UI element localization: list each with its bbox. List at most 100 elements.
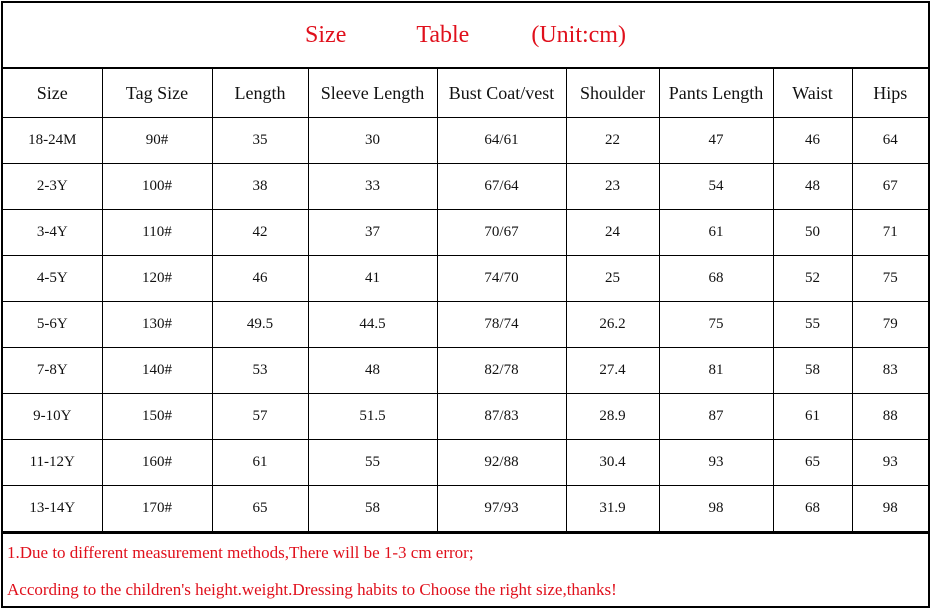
column-header: Size <box>3 69 103 118</box>
table-row: 2-3Y 100# 38 33 67/64 23 54 48 67 <box>3 163 928 210</box>
table-title: Size Table (Unit:cm) <box>3 3 928 69</box>
table-cell: 160# <box>101 439 213 486</box>
header-row: Size Tag Size Length Sleeve Length Bust Coat… <box>3 69 928 118</box>
table-cell: 52 <box>772 255 853 302</box>
table-cell: 65 <box>211 485 309 532</box>
table-cell: 53 <box>211 347 309 394</box>
table-cell: 68 <box>772 485 853 532</box>
table-row: 13-14Y 170# 65 58 97/93 31.9 98 68 98 <box>3 485 928 532</box>
table-cell: 33 <box>307 163 438 210</box>
table-cell: 87 <box>658 393 774 440</box>
table-cell: 61 <box>211 439 309 486</box>
column-header: Hips <box>851 69 928 118</box>
table-cell: 24 <box>565 209 660 256</box>
note-2: According to the children's height.weigh… <box>7 580 617 599</box>
table-cell: 41 <box>307 255 438 302</box>
column-header: Tag Size <box>101 69 213 118</box>
table-cell: 37 <box>307 209 438 256</box>
table-cell: 92/88 <box>436 439 567 486</box>
column-header: Waist <box>772 69 853 118</box>
table-cell: 38 <box>211 163 309 210</box>
table-cell: 90# <box>101 117 213 164</box>
table-cell: 78/74 <box>436 301 567 348</box>
table-cell: 28.9 <box>565 393 660 440</box>
table-cell: 93 <box>658 439 774 486</box>
table-cell: 88 <box>851 393 928 440</box>
table-cell: 47 <box>658 117 774 164</box>
table-cell: 13-14Y <box>3 485 103 532</box>
table-cell: 5-6Y <box>3 301 103 348</box>
table-cell: 110# <box>101 209 213 256</box>
table-cell: 42 <box>211 209 309 256</box>
table-row: 11-12Y 160# 61 55 92/88 30.4 93 65 93 <box>3 439 928 486</box>
table-cell: 64/61 <box>436 117 567 164</box>
table-cell: 57 <box>211 393 309 440</box>
table-cell: 18-24M <box>3 117 103 164</box>
table-cell: 61 <box>658 209 774 256</box>
table-cell: 4-5Y <box>3 255 103 302</box>
table-cell: 93 <box>851 439 928 486</box>
table-cell: 87/83 <box>436 393 567 440</box>
table-cell: 67/64 <box>436 163 567 210</box>
table-cell: 71 <box>851 209 928 256</box>
table-cell: 140# <box>101 347 213 394</box>
table-cell: 150# <box>101 393 213 440</box>
table-cell: 25 <box>565 255 660 302</box>
table-cell: 23 <box>565 163 660 210</box>
table-cell: 82/78 <box>436 347 567 394</box>
table-cell: 3-4Y <box>3 209 103 256</box>
table-cell: 31.9 <box>565 485 660 532</box>
table-cell: 22 <box>565 117 660 164</box>
table-cell: 79 <box>851 301 928 348</box>
table-cell: 30.4 <box>565 439 660 486</box>
title-size: Size <box>305 21 347 48</box>
table-cell: 81 <box>658 347 774 394</box>
column-header: Shoulder <box>565 69 660 118</box>
table-cell: 61 <box>772 393 853 440</box>
table-cell: 98 <box>851 485 928 532</box>
table-cell: 54 <box>658 163 774 210</box>
table-cell: 98 <box>658 485 774 532</box>
table-cell: 51.5 <box>307 393 438 440</box>
table-cell: 35 <box>211 117 309 164</box>
column-header: Bust Coat/vest <box>436 69 567 118</box>
table-cell: 9-10Y <box>3 393 103 440</box>
table-cell: 170# <box>101 485 213 532</box>
table-row: 18-24M 90# 35 30 64/61 22 47 46 64 <box>3 117 928 164</box>
table-cell: 64 <box>851 117 928 164</box>
table-cell: 48 <box>772 163 853 210</box>
column-header: Length <box>211 69 309 118</box>
table-cell: 44.5 <box>307 301 438 348</box>
table-cell: 97/93 <box>436 485 567 532</box>
table-cell: 74/70 <box>436 255 567 302</box>
table-cell: 46 <box>772 117 853 164</box>
note-1: 1.Due to different measurement methods,T… <box>7 543 474 562</box>
table-cell: 65 <box>772 439 853 486</box>
table-cell: 70/67 <box>436 209 567 256</box>
table-cell: 50 <box>772 209 853 256</box>
size-table: Size Tag Size Length Sleeve Length Bust Coat… <box>3 69 928 532</box>
notes: 1.Due to different measurement methods,T… <box>3 532 928 608</box>
table-cell: 68 <box>658 255 774 302</box>
column-header: Sleeve Length <box>307 69 438 118</box>
table-cell: 75 <box>658 301 774 348</box>
table-row: 9-10Y 150# 57 51.5 87/83 28.9 87 61 88 <box>3 393 928 440</box>
table-cell: 100# <box>101 163 213 210</box>
table-cell: 58 <box>307 485 438 532</box>
table-cell: 7-8Y <box>3 347 103 394</box>
table-cell: 130# <box>101 301 213 348</box>
table-cell: 2-3Y <box>3 163 103 210</box>
table-cell: 26.2 <box>565 301 660 348</box>
table-row: 7-8Y 140# 53 48 82/78 27.4 81 58 83 <box>3 347 928 394</box>
title-table: Table <box>416 21 470 48</box>
column-header: Pants Length <box>658 69 774 118</box>
table-row: 4-5Y 120# 46 41 74/70 25 68 52 75 <box>3 255 928 302</box>
table-cell: 27.4 <box>565 347 660 394</box>
table-cell: 83 <box>851 347 928 394</box>
table-cell: 48 <box>307 347 438 394</box>
table-cell: 58 <box>772 347 853 394</box>
table-cell: 75 <box>851 255 928 302</box>
table-row: 3-4Y 110# 42 37 70/67 24 61 50 71 <box>3 209 928 256</box>
table-cell: 30 <box>307 117 438 164</box>
